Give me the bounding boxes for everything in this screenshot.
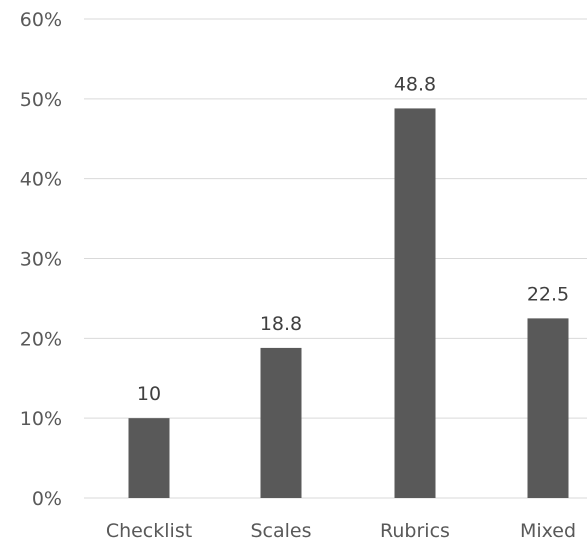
x-tick-label-rubrics: Rubrics [380,520,450,541]
bar-checklist [128,418,170,498]
x-tick-label-checklist: Checklist [106,520,192,541]
data-labels: 10 18.8 48.8 22.5 [137,73,569,405]
y-tick-label: 20% [20,328,62,350]
data-label-mixed: 22.5 [527,283,569,305]
y-tick-label: 50% [20,89,62,111]
x-axis-tick-labels: Checklist Scales Rubrics Mixed [106,520,576,541]
x-tick-label-scales: Scales [250,520,311,541]
y-axis-tick-labels: 0% 10% 20% 30% 40% 50% 60% [20,9,62,510]
data-label-checklist: 10 [137,383,161,405]
bars [128,108,569,498]
bar-rubrics [394,108,436,498]
y-tick-label: 40% [20,169,62,191]
y-tick-label: 30% [20,249,62,271]
y-tick-label: 0% [32,488,62,510]
data-label-rubrics: 48.8 [394,73,436,95]
y-tick-label: 10% [20,408,62,430]
bar-mixed [527,318,569,498]
bar-scales [260,347,302,498]
x-tick-label-mixed: Mixed [520,520,576,541]
data-label-scales: 18.8 [260,313,302,335]
y-tick-label: 60% [20,9,62,31]
